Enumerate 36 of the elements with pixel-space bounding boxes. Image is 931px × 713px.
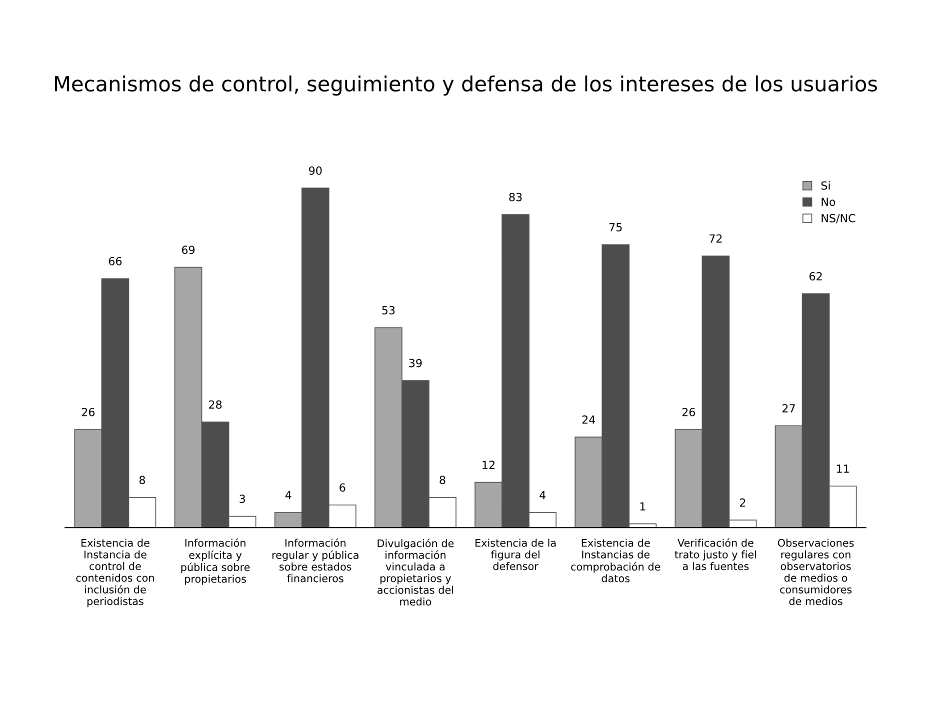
data-label: 39: [409, 358, 422, 368]
chart-title: Mecanismos de control, seguimiento y defensa de los intereses de los usuarios: [55, 75, 877, 96]
x-tick-label: Observaciones regulares con observatorios de medios o consumidores de medios: [778, 538, 854, 606]
data-label: 4: [285, 491, 292, 500]
data-label: 66: [108, 256, 122, 266]
data-label: 90: [309, 166, 322, 175]
data-label: 27: [782, 404, 795, 412]
x-tick-label: Información regular y pública sobre estados financieros: [272, 538, 358, 582]
x-tick-label: Existencia de Instancias de comprobación de datos: [571, 538, 660, 582]
data-label: 83: [509, 192, 522, 202]
data-label: 12: [482, 460, 494, 469]
legend-label: NS/NC: [822, 214, 856, 224]
x-tick-label: Existencia de la figura del defensor: [476, 538, 556, 570]
data-label: 75: [609, 223, 622, 232]
data-label: 62: [809, 272, 822, 280]
x-tick-label: Existencia de Instancia de control de contenidos con inclusión de periodistas: [76, 538, 154, 608]
data-label: 1: [640, 502, 646, 510]
x-tick-label: Verificación de trato justo y fiel a las fuentes: [674, 538, 756, 570]
data-label: 11: [836, 464, 849, 473]
x-tick-label: Divulgación de información vinculada a propietarios y accionistas del medio: [378, 538, 454, 606]
x-tick-label: Información explícita y pública sobre propietarios: [181, 538, 250, 585]
data-label: 26: [682, 408, 696, 416]
data-label: 4: [540, 491, 546, 500]
data-label: 3: [240, 494, 245, 504]
legend-label: Si: [821, 181, 830, 190]
data-label: 8: [139, 476, 146, 484]
data-label: 69: [182, 246, 195, 254]
legend-label: No: [822, 198, 836, 206]
data-label: 72: [710, 234, 722, 243]
data-label: 26: [82, 408, 95, 416]
data-label: 53: [382, 306, 395, 314]
data-label: 6: [340, 483, 346, 492]
data-label: 8: [440, 476, 446, 484]
data-label: 24: [582, 415, 596, 424]
data-label: 28: [209, 400, 222, 409]
data-label: 2: [740, 498, 746, 507]
